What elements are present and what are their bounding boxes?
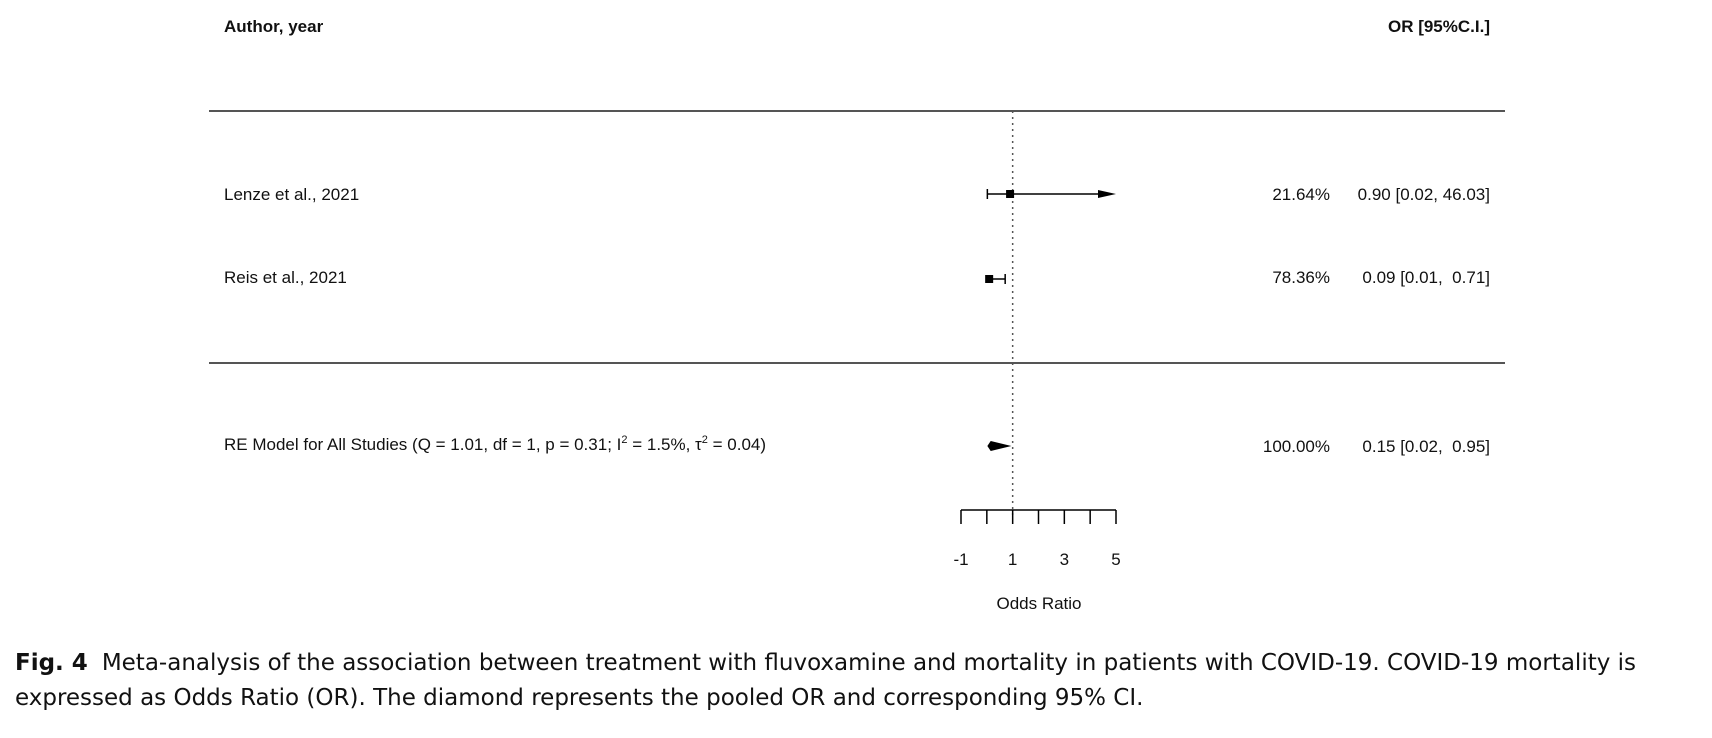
ci-arrow	[1098, 190, 1116, 198]
study-weight: 78.36%	[1272, 268, 1330, 287]
summary-label: RE Model for All Studies (Q = 1.01, df =…	[224, 434, 766, 454]
header-estimate: OR [95%C.I.]	[1388, 17, 1490, 36]
summary-weight: 100.00%	[1263, 437, 1330, 456]
x-axis-label: Odds Ratio	[996, 594, 1081, 613]
summary-or: 0.15 [0.02, 0.95]	[1362, 437, 1490, 456]
caption-text: Meta-analysis of the association between…	[15, 650, 1637, 711]
study-label: Reis et al., 2021	[224, 268, 347, 287]
study-weight: 21.64%	[1272, 185, 1330, 204]
point-estimate	[1006, 190, 1015, 198]
x-axis-tick-label: -1	[953, 550, 968, 569]
x-axis-tick-label: 1	[1008, 550, 1017, 569]
x-axis-ticks	[960, 510, 1117, 524]
header-study: Author, year	[224, 17, 324, 36]
study-or: 0.90 [0.02, 46.03]	[1358, 185, 1490, 204]
study-label: Lenze et al., 2021	[224, 185, 359, 204]
x-axis-tick-label: 3	[1060, 550, 1069, 569]
x-axis-tick-labels: -1 1 3 5	[953, 550, 1120, 569]
summary-diamond	[987, 441, 1012, 451]
study-or: 0.09 [0.01, 0.71]	[1362, 268, 1490, 287]
figure-caption: Fig. 4 Meta-analysis of the association b…	[15, 646, 1705, 716]
x-axis-tick-label: 5	[1111, 550, 1120, 569]
forest-plot: Author, year OR [95%C.I.] Lenze et al., …	[209, 17, 1505, 613]
figure-number: Fig. 4	[15, 650, 88, 676]
point-estimate	[985, 275, 994, 283]
